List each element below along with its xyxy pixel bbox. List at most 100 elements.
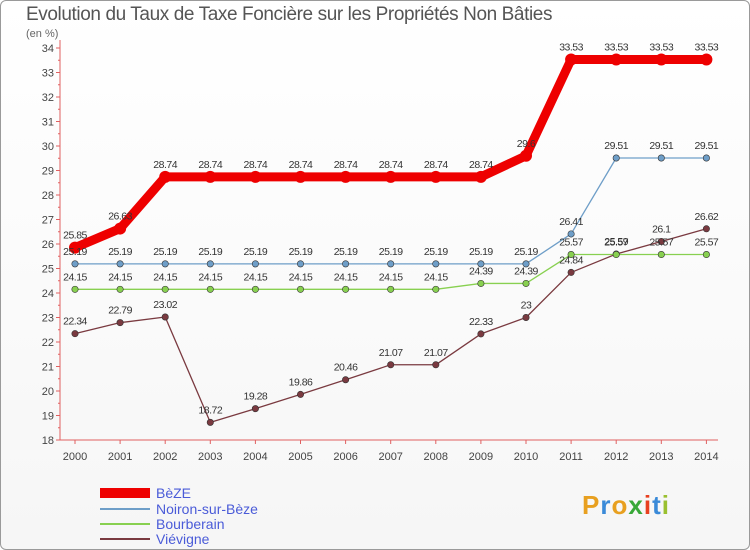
x-tick-label: 2010 [514,451,538,463]
data-point [612,251,620,259]
x-tick-label: 2003 [198,451,222,463]
data-point [520,149,532,162]
x-tick-label: 2006 [333,451,357,463]
data-label: 25.19 [469,246,493,258]
data-label: 28.74 [244,159,268,171]
y-tick-label: 22 [42,337,54,349]
data-label: 26.1 [652,224,671,236]
data-point [700,53,713,66]
data-point [477,330,485,338]
data-label: 25.19 [334,246,358,258]
data-label: 25.59 [604,236,628,248]
data-label: 28.74 [379,159,403,171]
data-point [387,361,395,369]
data-label: 25.19 [244,246,268,258]
data-point [161,313,169,321]
data-point [251,260,259,268]
data-point [657,251,665,259]
y-tick-label: 19 [42,411,54,423]
x-tick-label: 2004 [243,451,267,463]
data-point [432,361,440,369]
data-label: 29.51 [604,140,628,152]
data-label: 26.41 [559,216,583,228]
data-label: 25.19 [198,246,222,258]
data-label: 25.57 [695,237,719,249]
data-label: 24.39 [514,265,538,277]
data-point [249,170,262,183]
data-point [477,279,485,287]
data-label: 24.15 [108,271,132,283]
data-label: 23.02 [153,299,177,311]
data-label: 28.74 [289,159,313,171]
data-label: 26.63 [108,211,132,223]
y-tick-label: 26 [42,239,54,251]
proxiti-logo: Proxiti [582,490,670,521]
data-label: 25.19 [379,246,403,258]
x-tick-label: 2012 [604,451,628,463]
data-point [71,330,79,338]
x-tick-label: 2005 [288,451,312,463]
data-label: 22.79 [108,305,132,317]
data-label: 24.15 [63,271,87,283]
data-point [161,260,169,268]
data-label: 25.57 [559,237,583,249]
data-point [612,154,620,162]
data-label: 23 [521,300,532,312]
data-point [522,279,530,287]
x-tick-label: 2002 [153,451,177,463]
data-point [655,53,668,66]
data-label: 25.19 [514,246,538,258]
data-point [565,53,578,66]
data-point [610,53,623,66]
data-point [206,260,214,268]
data-point [474,170,487,183]
data-label: 24.84 [559,254,583,266]
data-point [251,285,259,293]
data-point [702,225,710,233]
data-label: 25.85 [63,230,87,242]
logo-letter: x [628,490,644,520]
data-point [429,170,442,183]
data-point [206,418,214,426]
data-point [432,285,440,293]
data-label: 22.33 [469,316,493,328]
data-label: 24.15 [424,271,448,283]
data-point [71,285,79,293]
logo-letter: i [661,490,670,520]
y-tick-label: 30 [42,141,54,153]
data-point [339,170,352,183]
data-label: 28.74 [469,159,493,171]
data-label: 28.74 [198,159,222,171]
legend-label-noiron-sur-beze: Noiron-sur-Bèze [156,501,258,517]
legend-label-beze: BèZE [156,485,192,501]
logo-letter: t [652,490,662,520]
data-point [342,376,350,384]
data-label: 24.15 [153,271,177,283]
y-tick-label: 28 [42,190,54,202]
data-point [342,260,350,268]
legend-swatch-bourberain [100,523,150,525]
x-tick-label: 2000 [63,451,87,463]
data-point [567,251,575,259]
data-label: 33.53 [604,42,628,54]
data-label: 20.46 [334,362,358,374]
data-point [296,260,304,268]
y-tick-label: 21 [42,362,54,374]
y-tick-label: 31 [42,117,54,129]
data-label: 19.86 [289,376,313,388]
data-label: 28.74 [424,159,448,171]
data-label: 25.19 [424,246,448,258]
data-point [477,260,485,268]
data-point [116,319,124,327]
data-label: 29.51 [649,140,673,152]
y-tick-label: 23 [42,313,54,325]
x-tick-label: 2007 [378,451,402,463]
y-tick-label: 32 [42,92,54,104]
data-label: 33.53 [649,42,673,54]
data-label: 25.19 [153,246,177,258]
data-label: 29.6 [517,138,536,150]
y-tick-label: 27 [42,215,54,227]
data-label: 26.62 [695,211,719,223]
data-point [522,260,530,268]
